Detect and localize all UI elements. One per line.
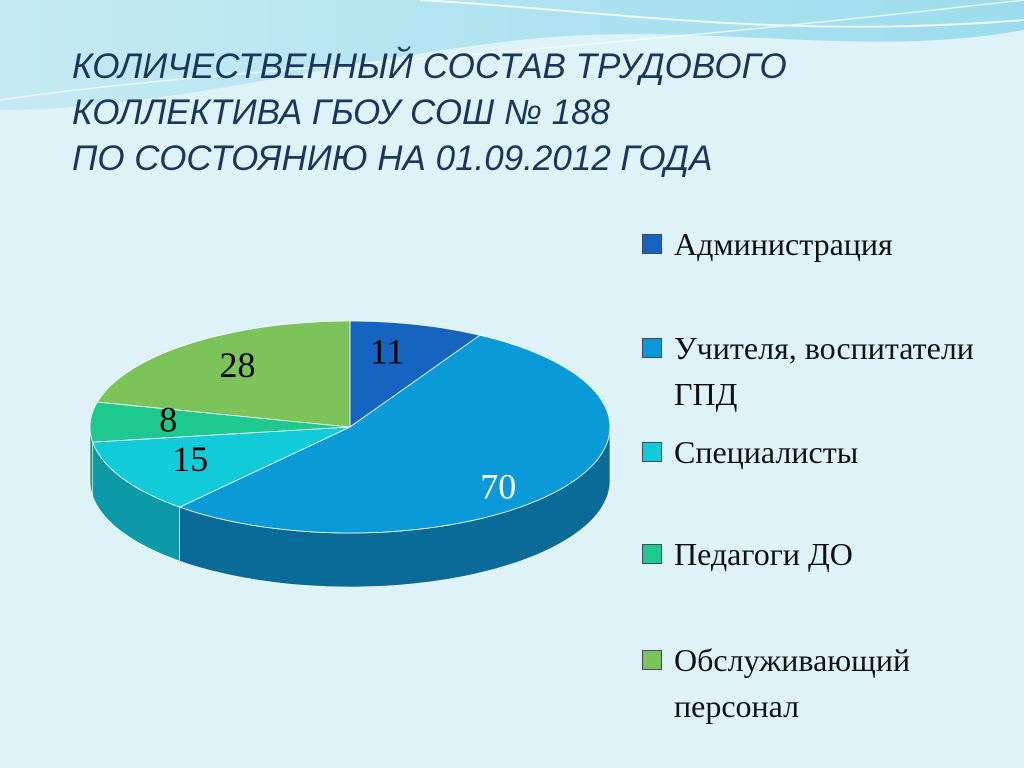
legend-swatch [642, 442, 662, 462]
title-line: ПО СОСТОЯНИЮ НА 01.09.2012 ГОДА [72, 139, 713, 178]
title-line: КОЛИЧЕСТВЕННЫЙ СОСТАВ ТРУДОВОГО [72, 47, 787, 86]
legend-label: Обслуживающий персонал [674, 642, 911, 724]
legend-label: Педагоги ДО [674, 536, 853, 572]
data-label: 70 [480, 466, 516, 506]
legend-label: Учителя, воспитатели ГПД [674, 330, 974, 412]
legend-swatch [642, 544, 662, 564]
legend-label: Специалисты [674, 434, 859, 470]
legend-item: Специалисты [640, 429, 980, 475]
pie-slice [178, 334, 611, 534]
data-label: 28 [219, 345, 255, 385]
chart-title: КОЛИЧЕСТВЕННЫЙ СОСТАВ ТРУДОВОГО КОЛЛЕКТИВ… [72, 44, 787, 182]
data-label: 15 [172, 439, 208, 479]
data-label: 8 [159, 400, 177, 440]
legend-label: Администрация [674, 226, 893, 262]
legend-swatch [642, 650, 662, 670]
legend-item: Администрация [640, 221, 980, 267]
data-label: 11 [370, 332, 405, 372]
pie: 11 70 158 28 [89, 320, 611, 588]
legend-item: Педагоги ДО [640, 531, 980, 577]
pie-slice [349, 320, 481, 428]
pie-slice [89, 401, 351, 443]
legend-swatch [642, 338, 662, 358]
pie-slice [96, 320, 351, 428]
legend-item: Учителя, воспитатели ГПД [640, 325, 980, 417]
legend-swatch [642, 234, 662, 254]
pie-slice [92, 426, 351, 508]
background-wave-line [419, 0, 1024, 28]
legend-item: Обслуживающий персонал [640, 637, 980, 729]
title-line: КОЛЛЕКТИВА ГБОУ СОШ № 188 [72, 93, 611, 132]
background-wave-line [0, 0, 1024, 101]
